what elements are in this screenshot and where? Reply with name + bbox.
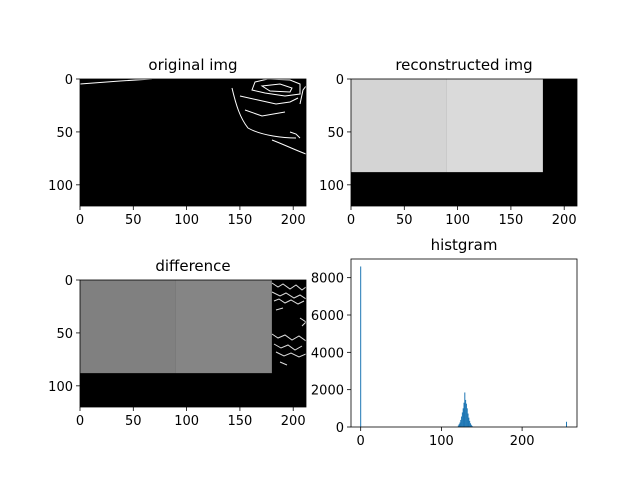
- reconstructed-xtick-label: 100: [445, 213, 470, 228]
- histogram-bar: [360, 266, 362, 427]
- axes-frame-difference: [79, 279, 307, 408]
- original-xtick-label: 100: [174, 213, 199, 228]
- difference-xtick-label: 50: [125, 414, 142, 429]
- difference-region-1: [175, 280, 272, 374]
- panel-title-reconstructed: reconstructed img: [395, 56, 532, 74]
- histogram-bar: [463, 402, 465, 427]
- axes-frame-original: [79, 78, 307, 207]
- reconstructed-xtick-label: 150: [498, 213, 523, 228]
- original-ytick-label: 100: [48, 179, 73, 194]
- histogram-ytick-label: 8000: [311, 272, 344, 287]
- edge-line-shape4: [244, 109, 286, 117]
- panel-title-original: original img: [148, 56, 237, 74]
- axes-frame-reconstructed: [350, 78, 578, 207]
- panel-reconstructed-img: [351, 79, 577, 206]
- edge-line-bottom: [271, 139, 306, 155]
- histogram-xtick-label: 100: [429, 434, 454, 449]
- noise-7: [273, 343, 303, 351]
- difference-ytick-label: 100: [48, 380, 73, 395]
- noise-5: [299, 317, 306, 327]
- histogram-bar: [467, 413, 469, 427]
- noise-6: [271, 333, 306, 342]
- histogram-bar: [469, 423, 471, 427]
- noise-2: [271, 291, 306, 300]
- reconstructed-ytick-label: 100: [319, 179, 344, 194]
- histogram-bar: [469, 420, 471, 427]
- histogram-xtick-label: 200: [510, 434, 535, 449]
- original-xtick-label: 50: [125, 213, 142, 228]
- difference-ytick-label: 0: [65, 274, 73, 289]
- panel-title-histogram: histgram: [431, 236, 498, 254]
- reconstructed-xtick-label: 0: [347, 213, 355, 228]
- difference-noise: [271, 282, 306, 366]
- edge-line-shape3: [239, 95, 299, 105]
- histogram-bar: [462, 408, 464, 427]
- edge-line-curve: [231, 87, 297, 139]
- difference-xtick-label: 150: [227, 414, 252, 429]
- edge-line-shape2: [260, 83, 293, 93]
- histogram-plot-area: [351, 259, 577, 427]
- reconstructed-region-0: [351, 79, 447, 173]
- histogram-ytick-label: 2000: [311, 384, 344, 399]
- histogram-bar: [460, 419, 462, 427]
- difference-xtick-label: 200: [281, 414, 306, 429]
- histogram-bar: [457, 425, 459, 427]
- histogram-bar: [470, 424, 472, 427]
- edge-line-shape5: [299, 85, 306, 105]
- axes-frame-histogram: [350, 258, 578, 428]
- difference-xtick-label: 0: [76, 414, 84, 429]
- histogram-bar: [461, 416, 463, 427]
- histogram-ytick-label: 0: [336, 421, 344, 436]
- histogram-ytick-label: 4000: [311, 346, 344, 361]
- noise-4: [275, 307, 284, 311]
- histogram-bars: [360, 266, 568, 427]
- histogram-bar: [458, 424, 460, 427]
- noise-9: [279, 361, 288, 366]
- original-ytick-label: 50: [56, 126, 73, 141]
- difference-ytick-label: 50: [56, 327, 73, 342]
- histogram-bar: [459, 422, 461, 427]
- difference-region-0: [80, 280, 176, 374]
- histogram-bar: [466, 408, 468, 427]
- panel-original-img: [80, 79, 306, 206]
- histogram-bar: [461, 412, 463, 427]
- reconstructed-region-1: [446, 79, 543, 173]
- image-original: [80, 79, 306, 206]
- reconstructed-xtick-label: 50: [396, 213, 413, 228]
- original-xtick-label: 150: [227, 213, 252, 228]
- panel-title-difference: difference: [155, 257, 230, 275]
- histogram-bar: [471, 425, 473, 427]
- reconstructed-xtick-label: 200: [552, 213, 577, 228]
- histogram-bar: [464, 392, 466, 427]
- noise-8: [275, 351, 306, 358]
- reconstructed-ytick-label: 0: [336, 73, 344, 88]
- histogram-xtick-label: 0: [357, 434, 365, 449]
- noise-1: [271, 282, 306, 291]
- edge-line-shape6: [289, 131, 301, 139]
- original-ytick-label: 0: [65, 73, 73, 88]
- difference-xtick-label: 100: [174, 414, 199, 429]
- histogram-bar: [465, 403, 467, 427]
- edge-line-top-left: [80, 79, 153, 85]
- original-xtick-label: 200: [281, 213, 306, 228]
- panel-difference: [80, 280, 306, 407]
- histogram-bar: [465, 399, 467, 427]
- noise-3: [273, 298, 305, 305]
- reconstructed-ytick-label: 50: [327, 126, 344, 141]
- original-xtick-label: 0: [76, 213, 84, 228]
- histogram-bar: [566, 421, 568, 427]
- histogram-ytick-label: 6000: [311, 309, 344, 324]
- panel-histogram: [351, 259, 577, 427]
- histogram-bar: [468, 417, 470, 427]
